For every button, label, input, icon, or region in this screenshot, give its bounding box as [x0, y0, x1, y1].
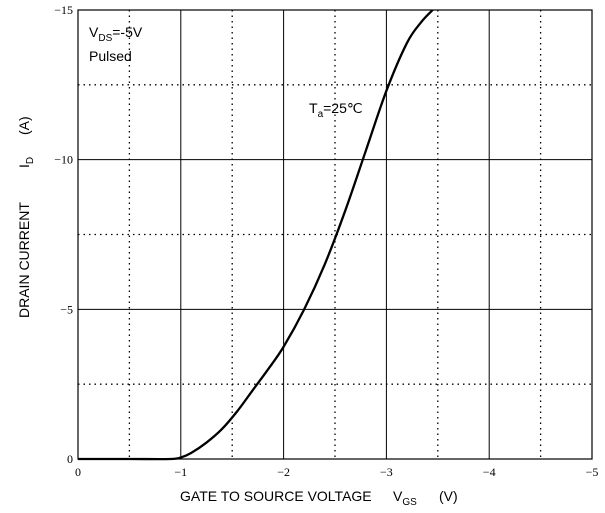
temperature-annotation: Ta=25℃	[309, 100, 363, 120]
x-axis-subscript: GS	[402, 497, 417, 508]
x-axis-label: GATE TO SOURCE VOLTAGE VGS (V)	[180, 488, 458, 508]
x-tick-label: −2	[277, 465, 290, 479]
series-line-ta-25c	[78, 9, 434, 461]
x-tick-label: −1	[174, 465, 187, 479]
condition-symbol: V	[89, 24, 99, 40]
condition-subscript: DS	[98, 33, 112, 44]
y-tick-label: −5	[60, 302, 73, 316]
x-tick-label: −4	[483, 465, 496, 479]
y-axis-label: DRAIN CURRENT ID (A)	[16, 116, 36, 318]
y-tick-labels: 0 −5 −10 −15	[54, 3, 73, 466]
major-grid	[78, 10, 592, 459]
condition-value: =-5V	[112, 24, 143, 40]
condition-annotation: VDS=-5V	[89, 24, 143, 44]
y-tick-label: 0	[67, 452, 73, 466]
temperature-subscript: a	[318, 109, 324, 120]
y-axis-symbol: I	[16, 164, 32, 168]
temperature-symbol: T	[309, 100, 318, 116]
x-tick-label: 0	[75, 465, 81, 479]
x-axis-unit: (V)	[439, 488, 458, 504]
y-tick-label: −15	[54, 3, 73, 17]
minor-grid	[78, 10, 592, 459]
y-axis-unit: (A)	[16, 116, 32, 135]
y-tick-label: −10	[54, 153, 73, 167]
plot-frame	[77, 9, 593, 460]
x-tick-labels: 0 −1 −2 −3 −4 −5	[75, 465, 598, 479]
condition-mode: Pulsed	[89, 48, 132, 64]
x-tick-label: −3	[380, 465, 393, 479]
x-axis-title: GATE TO SOURCE VOLTAGE	[180, 488, 372, 504]
y-axis-subscript: D	[25, 157, 36, 164]
y-axis-label-group: DRAIN CURRENT ID (A)	[16, 116, 36, 318]
x-tick-label: −5	[586, 465, 599, 479]
x-axis-symbol: V	[393, 488, 403, 504]
temperature-value: =25℃	[323, 100, 362, 116]
y-axis-title: DRAIN CURRENT	[16, 202, 32, 318]
